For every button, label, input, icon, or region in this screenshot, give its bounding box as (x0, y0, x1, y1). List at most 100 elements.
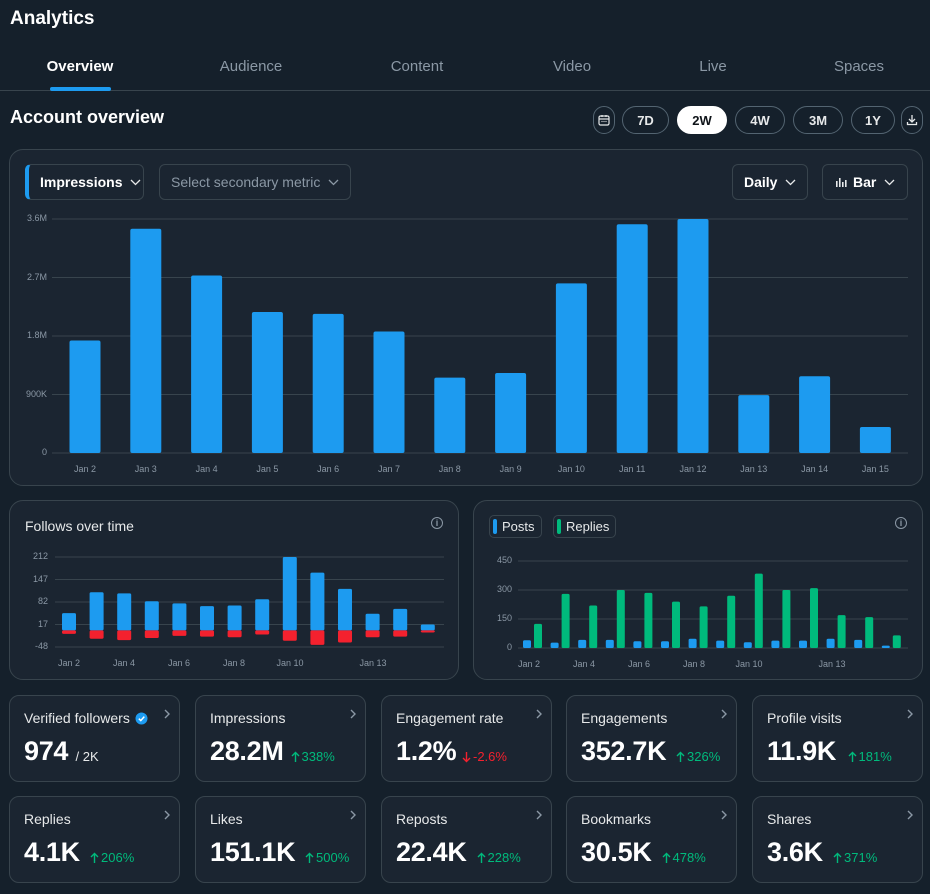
secondary-metric-dropdown[interactable]: Select secondary metric (159, 164, 351, 200)
stat-change: 338% (291, 749, 335, 764)
stat-value: 1.2% (396, 736, 457, 766)
stat-value: 4.1K (24, 837, 80, 867)
stat-change-text: 181% (858, 749, 892, 764)
stat-label: Verified followers (24, 710, 148, 726)
arrow-up-icon (676, 751, 685, 762)
stat-change-text: 338% (301, 749, 335, 764)
secondary-metric-placeholder: Select secondary metric (171, 174, 321, 190)
stat-card-reposts[interactable]: Reposts 22.4K 228% (381, 796, 552, 883)
stat-change: 371% (833, 850, 877, 865)
stat-label-text: Profile visits (767, 710, 842, 726)
stat-card-likes[interactable]: Likes 151.1K 500% (195, 796, 366, 883)
stat-change-text: 371% (844, 850, 878, 865)
arrow-up-icon (662, 852, 670, 863)
arrow-up-icon (477, 852, 485, 863)
stat-card-bookmarks[interactable]: Bookmarks 30.5K 478% (566, 796, 737, 883)
chevron-right-icon (164, 810, 170, 820)
primary-metric-dropdown[interactable]: Impressions (25, 164, 144, 200)
tab-overview[interactable]: Overview (46, 58, 114, 75)
section-title: Account overview (10, 107, 165, 127)
follows-card (9, 500, 459, 680)
stat-value: 11.9K (767, 736, 837, 766)
stat-card-engagements[interactable]: Engagements 352.7K 326% (566, 695, 737, 782)
stat-label: Profile visits (767, 710, 842, 726)
page-title: Analytics (10, 8, 95, 29)
stat-value: 151.1K (210, 837, 296, 867)
stat-change-text: 478% (672, 850, 706, 865)
stat-change: 206% (90, 850, 134, 865)
chevron-right-icon (721, 709, 727, 719)
arrow-up-icon (291, 751, 299, 762)
stat-label-text: Impressions (210, 710, 286, 726)
range-4w-button[interactable]: 4W (735, 106, 785, 134)
stat-change: 181% (848, 749, 892, 764)
chevron-right-icon (721, 810, 727, 820)
stat-label-text: Shares (767, 811, 812, 827)
stat-value: 3.6K (767, 837, 823, 867)
stat-card-shares[interactable]: Shares 3.6K 371% (752, 796, 923, 883)
info-icon[interactable]: i (431, 517, 443, 529)
stat-label: Likes (210, 811, 243, 827)
stat-change: -2.6% (462, 749, 507, 764)
tab-content[interactable]: Content (390, 58, 444, 75)
chart-type-dropdown[interactable]: Bar (822, 164, 908, 200)
stat-label-text: Reposts (396, 811, 448, 827)
stat-value: 28.2M (210, 736, 284, 766)
tab-bar: Overview Audience Content Video Live Spa… (0, 44, 930, 91)
primary-metric-label: Impressions (40, 174, 123, 190)
stat-card-verified-followers[interactable]: Verified followers 974 / 2K (9, 695, 180, 782)
stat-value: 974 (24, 736, 69, 766)
tab-spaces[interactable]: Spaces (833, 58, 885, 75)
granularity-dropdown[interactable]: Daily (732, 164, 808, 200)
chart-type-label: Bar (853, 174, 877, 190)
chevron-right-icon (907, 810, 913, 820)
stat-label-text: Likes (210, 811, 243, 827)
range-3m-button[interactable]: 3M (793, 106, 843, 134)
chevron-down-icon (131, 179, 141, 185)
legend-posts-label: Posts (502, 519, 535, 534)
stat-value: 30.5K (581, 837, 652, 867)
stat-value: 22.4K (396, 837, 467, 867)
stat-card-profile-visits[interactable]: Profile visits 11.9K 181% (752, 695, 923, 782)
download-button[interactable] (901, 106, 923, 134)
stat-label: Bookmarks (581, 811, 651, 827)
date-picker-button[interactable] (593, 106, 615, 134)
stat-change: 326% (676, 749, 720, 764)
legend-posts[interactable]: Posts (489, 515, 542, 538)
chevron-right-icon (164, 709, 170, 719)
tab-video[interactable]: Video (552, 58, 592, 75)
stat-change: 228% (477, 850, 521, 865)
stat-change-text: 326% (687, 749, 721, 764)
stat-card-engagement-rate[interactable]: Engagement rate 1.2% -2.6% (381, 695, 552, 782)
chevron-right-icon (536, 709, 542, 719)
download-icon (906, 115, 918, 126)
chevron-down-icon (884, 179, 895, 185)
stat-label-text: Engagement rate (396, 710, 504, 726)
stat-label-text: Bookmarks (581, 811, 652, 827)
legend-swatch-replies (557, 519, 561, 534)
range-1y-button[interactable]: 1Y (851, 106, 895, 134)
legend-replies-label: Replies (566, 519, 610, 534)
stat-card-replies[interactable]: Replies 4.1K 206% (9, 796, 180, 883)
main-chart-card (9, 149, 923, 486)
legend-replies[interactable]: Replies (553, 515, 617, 538)
range-2w-button[interactable]: 2W (677, 106, 727, 134)
arrow-up-icon (305, 852, 314, 863)
granularity-label: Daily (744, 174, 778, 190)
stat-change-text: -2.6% (473, 749, 507, 764)
tab-live[interactable]: Live (699, 58, 727, 75)
stat-change-text: 500% (316, 850, 350, 865)
arrow-up-icon (833, 852, 842, 863)
stat-label: Reposts (396, 811, 447, 827)
chevron-right-icon (350, 709, 356, 719)
arrow-up-icon (90, 852, 99, 863)
bar-chart-icon (836, 178, 847, 187)
tab-audience[interactable]: Audience (219, 58, 283, 75)
legend-swatch-posts (493, 519, 497, 534)
info-icon[interactable]: i (895, 517, 907, 529)
range-7d-button[interactable]: 7D (622, 106, 669, 134)
arrow-down-icon (462, 751, 471, 762)
stat-label: Shares (767, 811, 811, 827)
stat-card-impressions[interactable]: Impressions 28.2M 338% (195, 695, 366, 782)
stat-subtext: / 2K (75, 749, 99, 764)
